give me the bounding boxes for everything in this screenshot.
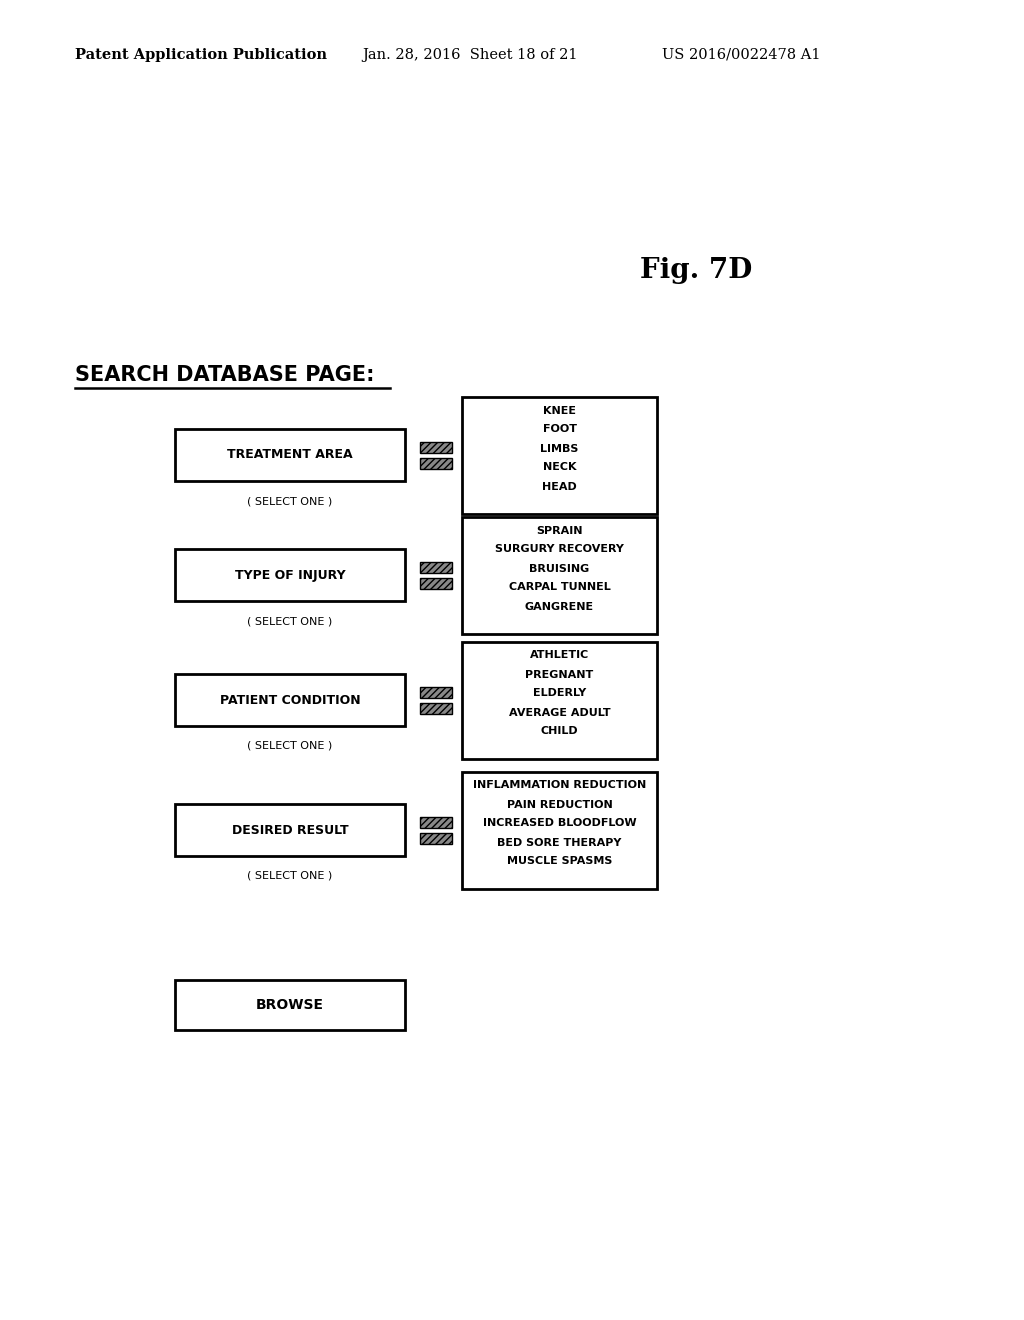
Bar [462, 642, 657, 759]
Text: PATIENT CONDITION: PATIENT CONDITION [220, 693, 360, 706]
Text: FOOT: FOOT [543, 425, 577, 434]
Text: DESIRED RESULT: DESIRED RESULT [231, 824, 348, 837]
Text: ( SELECT ONE ): ( SELECT ONE ) [248, 616, 333, 626]
Bar [462, 771, 657, 888]
Text: SEARCH DATABASE PAGE:: SEARCH DATABASE PAGE: [75, 366, 375, 385]
Bar [462, 516, 657, 634]
Text: ( SELECT ONE ): ( SELECT ONE ) [248, 741, 333, 751]
Text: HEAD: HEAD [542, 482, 577, 491]
Text: GANGRENE: GANGRENE [525, 602, 594, 611]
Text: LIMBS: LIMBS [541, 444, 579, 454]
Text: CHILD: CHILD [541, 726, 579, 737]
Text: PREGNANT: PREGNANT [525, 669, 594, 680]
Text: ATHLETIC: ATHLETIC [529, 651, 589, 660]
Bar [420, 686, 452, 697]
Text: INCREASED BLOODFLOW: INCREASED BLOODFLOW [482, 818, 636, 829]
Text: CARPAL TUNNEL: CARPAL TUNNEL [509, 582, 610, 593]
Text: TREATMENT AREA: TREATMENT AREA [227, 449, 353, 462]
Text: NECK: NECK [543, 462, 577, 473]
Text: BROWSE: BROWSE [256, 998, 324, 1012]
Text: INFLAMMATION REDUCTION: INFLAMMATION REDUCTION [473, 780, 646, 791]
Bar [175, 804, 406, 855]
Text: BED SORE THERAPY: BED SORE THERAPY [498, 837, 622, 847]
Text: Fig. 7D: Fig. 7D [640, 256, 753, 284]
Text: MUSCLE SPASMS: MUSCLE SPASMS [507, 857, 612, 866]
Text: PAIN REDUCTION: PAIN REDUCTION [507, 800, 612, 809]
Bar [175, 979, 406, 1030]
Text: Jan. 28, 2016  Sheet 18 of 21: Jan. 28, 2016 Sheet 18 of 21 [362, 48, 578, 62]
Text: ELDERLY: ELDERLY [532, 689, 586, 698]
Bar [175, 675, 406, 726]
Bar [420, 561, 452, 573]
Bar [420, 817, 452, 828]
Text: TYPE OF INJURY: TYPE OF INJURY [234, 569, 345, 582]
Text: SURGURY RECOVERY: SURGURY RECOVERY [495, 544, 624, 554]
Bar [175, 549, 406, 601]
Text: KNEE: KNEE [543, 405, 575, 416]
Bar [175, 429, 406, 480]
Bar [420, 833, 452, 843]
Text: ( SELECT ONE ): ( SELECT ONE ) [248, 496, 333, 506]
Bar [420, 441, 452, 453]
Text: BRUISING: BRUISING [529, 564, 590, 573]
Bar [420, 458, 452, 469]
Bar [420, 702, 452, 714]
Bar [420, 578, 452, 589]
Text: SPRAIN: SPRAIN [537, 525, 583, 536]
Text: AVERAGE ADULT: AVERAGE ADULT [509, 708, 610, 718]
Text: Patent Application Publication: Patent Application Publication [75, 48, 327, 62]
Text: US 2016/0022478 A1: US 2016/0022478 A1 [662, 48, 820, 62]
Bar [462, 396, 657, 513]
Text: ( SELECT ONE ): ( SELECT ONE ) [248, 871, 333, 880]
